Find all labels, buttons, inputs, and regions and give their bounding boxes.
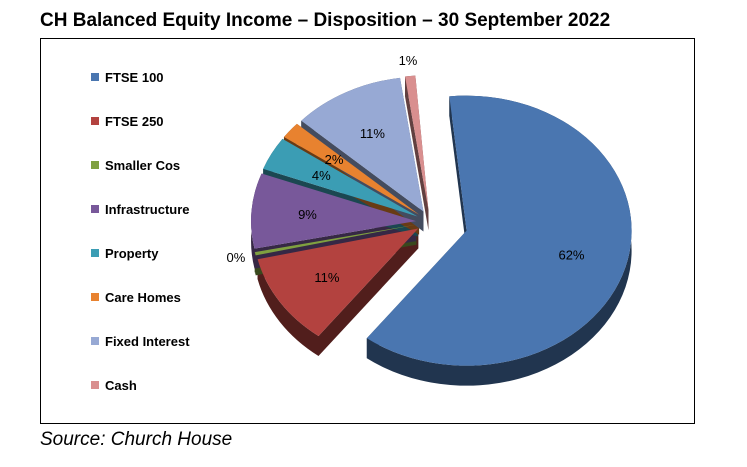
pie-slice xyxy=(405,75,429,211)
pie-slice xyxy=(283,123,420,215)
pie-top-group xyxy=(251,75,632,366)
legend-label: Property xyxy=(105,245,159,261)
pie-slice-side xyxy=(366,95,632,386)
pie-data-label: 11% xyxy=(360,126,385,141)
legend-swatch xyxy=(91,337,99,345)
legend-item: Infrastructure xyxy=(91,201,190,217)
legend-item: FTSE 250 xyxy=(91,113,164,129)
pie-slice xyxy=(263,138,418,217)
pie-slice xyxy=(257,228,419,337)
legend-label: Fixed Interest xyxy=(105,333,190,349)
pie-data-label: 2% xyxy=(325,152,344,167)
chart-title: CH Balanced Equity Income – Disposition … xyxy=(40,10,611,31)
legend-label: Smaller Cos xyxy=(105,157,181,173)
legend-label: Care Homes xyxy=(105,289,181,305)
legend-item: FTSE 100 xyxy=(91,69,164,85)
pie-slice xyxy=(301,77,424,212)
legend-item: Smaller Cos xyxy=(91,157,180,173)
pie-slice xyxy=(251,173,417,249)
legend-swatch xyxy=(91,73,99,81)
pie-slice xyxy=(366,95,632,366)
pie-data-label: 1% xyxy=(399,53,418,68)
legend-swatch xyxy=(91,161,99,169)
pie-data-label: 4% xyxy=(312,168,331,183)
pie-data-label: 9% xyxy=(298,207,317,222)
legend-swatch xyxy=(91,249,99,257)
pie-slice-side xyxy=(257,259,319,357)
legend-item: Fixed Interest xyxy=(91,333,190,349)
pie-slice-side xyxy=(449,96,467,251)
pie-slice-side xyxy=(405,76,429,231)
legend-swatch xyxy=(91,381,99,389)
pie-slice-side xyxy=(318,228,419,357)
legend-label: Cash xyxy=(105,377,137,393)
pie-data-label: 0% xyxy=(226,250,245,265)
legend-label: FTSE 100 xyxy=(105,69,164,85)
legend-swatch xyxy=(91,117,99,125)
pie-data-label: 62% xyxy=(558,248,584,263)
legend-item: Property xyxy=(91,245,158,261)
legend-swatch xyxy=(91,205,99,213)
legend-label: Infrastructure xyxy=(105,201,190,217)
legend-item: Care Homes xyxy=(91,289,181,305)
legend-item: Cash xyxy=(91,377,137,393)
pie-slice xyxy=(254,224,417,256)
source-note: Source: Church House xyxy=(40,429,233,450)
pie-label-group: 62% 11% 0% 9% 4%2% 11% 1% xyxy=(226,53,584,285)
legend-label: FTSE 250 xyxy=(105,113,164,129)
pie-data-label: 11% xyxy=(314,270,339,285)
legend-swatch xyxy=(91,293,99,301)
